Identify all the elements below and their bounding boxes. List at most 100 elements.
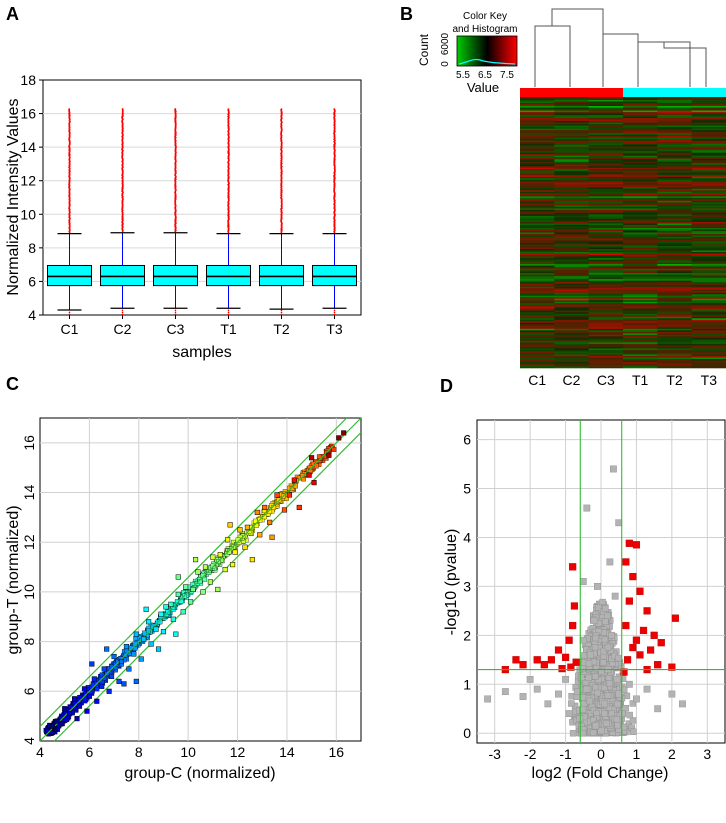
heatmap-cell	[623, 276, 658, 278]
scatter-xtick-label: 14	[279, 744, 295, 760]
heatmap-cell	[520, 181, 555, 184]
volcano-point-not-significant	[679, 700, 686, 708]
heatmap-cell	[520, 352, 555, 355]
heatmap-cell	[520, 310, 555, 313]
heatmap-cell	[520, 288, 555, 291]
heatmap-cell	[554, 271, 589, 274]
heatmap-cell	[554, 146, 589, 149]
volcano-point-significant	[512, 656, 520, 664]
heatmap-cell	[657, 279, 692, 281]
heatmap-cell	[520, 196, 555, 199]
heatmap-cell	[520, 131, 555, 134]
boxplot-boxes	[47, 108, 357, 316]
heatmap-cell	[588, 100, 624, 102]
heatmap-cell	[520, 214, 555, 217]
boxplot-box	[312, 264, 357, 287]
heatmap-cell	[520, 202, 555, 205]
heatmap-cell	[657, 300, 692, 303]
heatmap-cell	[588, 110, 624, 113]
volcano-point-not-significant	[592, 722, 600, 730]
heatmap-cell	[691, 300, 726, 303]
heatmap-cell	[623, 243, 658, 245]
heatmap-cell	[623, 202, 658, 205]
heatmap-cell	[623, 142, 658, 144]
boxplot-outlier	[121, 309, 124, 312]
volcano-point-not-significant	[562, 675, 569, 683]
heatmap-cell	[554, 346, 589, 349]
volcano-xtick-label: -2	[524, 746, 537, 762]
volcano-ticks: -3 -2 -1 0 1 2 3 0 1 2 3 4 5 6	[463, 432, 711, 762]
volcano-point-significant	[671, 614, 680, 622]
heatmap-cell	[520, 295, 555, 298]
heatmap-cell	[588, 274, 624, 277]
heatmap-cell	[554, 261, 589, 263]
heatmap-cell	[588, 328, 624, 331]
volcano-background-point	[622, 705, 629, 712]
heatmap-cell	[623, 148, 658, 150]
heatmap-cell	[554, 318, 589, 321]
heatmap-cell	[520, 151, 555, 154]
heatmap-cell	[554, 274, 589, 277]
heatmap-cell	[588, 246, 624, 248]
heatmap-cell	[691, 202, 726, 205]
volcano-point-significant	[639, 626, 648, 635]
heatmap-cell	[657, 142, 692, 144]
heatmap-cell	[657, 155, 692, 158]
heatmap-cell	[657, 349, 692, 352]
heatmap-cell	[588, 184, 624, 187]
heatmap-cell	[623, 131, 658, 134]
volcano-point-significant	[643, 607, 651, 615]
scatter-cloud-point	[313, 463, 319, 469]
volcano-point-not-significant	[602, 720, 610, 727]
heatmap-cell	[554, 127, 589, 129]
volcano-background-point	[626, 711, 633, 719]
heatmap-cell	[554, 107, 589, 110]
heatmap-cell	[691, 301, 726, 304]
heatmap-cell	[554, 199, 589, 202]
heatmap-cell	[554, 202, 589, 205]
heatmap-cell	[588, 124, 624, 126]
heatmap-cell	[588, 154, 624, 157]
heatmap-cell	[554, 358, 589, 361]
heatmap-cell	[691, 252, 726, 254]
scatter-cloud-point	[331, 447, 337, 452]
heatmap-cell	[691, 276, 726, 278]
boxplot-outlier	[280, 313, 283, 316]
heatmap-cell	[691, 339, 726, 342]
heatmap-cell	[588, 355, 624, 358]
heatmap-cell	[588, 322, 624, 325]
heatmap-cell	[657, 196, 692, 199]
heatmap-cell	[588, 361, 624, 364]
heatmap-cell	[657, 250, 692, 253]
heatmap-cell	[657, 125, 692, 128]
heatmap-cell	[657, 255, 692, 257]
heatmap-cell	[520, 107, 555, 110]
heatmap-cell	[554, 136, 589, 138]
volcano-background-point	[592, 673, 599, 680]
heatmap-cell	[657, 136, 692, 138]
heatmap-cell	[691, 282, 726, 284]
heatmap-cell	[588, 197, 624, 200]
heatmap-cell	[623, 327, 658, 330]
heatmap-cell	[588, 208, 624, 211]
heatmap-cell	[554, 151, 589, 154]
color-key-ytick-0: 0	[440, 61, 451, 67]
heatmap-cell	[588, 262, 624, 265]
boxplot-box	[47, 264, 92, 287]
heatmap-cell	[691, 273, 726, 275]
scatter-point	[200, 589, 206, 595]
scatter-ytick-label: 6	[21, 687, 37, 695]
heatmap-cell	[520, 298, 555, 301]
heatmap-cell	[520, 190, 555, 193]
heatmap-cell	[588, 234, 624, 236]
heatmap-cell	[691, 220, 726, 223]
heatmap-cell	[520, 265, 555, 268]
heatmap-cell	[554, 217, 589, 220]
heatmap-cell	[691, 178, 726, 181]
heatmap-cell	[554, 230, 589, 233]
heatmap-cell	[657, 220, 692, 223]
volcano-point-not-significant	[625, 680, 633, 688]
heatmap-cell	[657, 355, 692, 358]
heatmap-cell	[554, 160, 589, 163]
heatmap-cell	[554, 277, 589, 280]
